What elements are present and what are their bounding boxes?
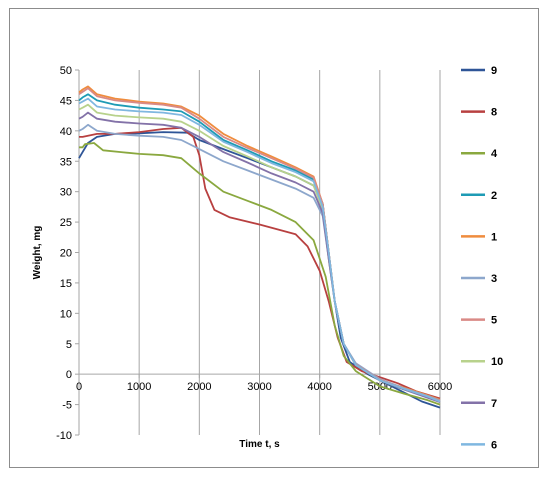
x-axis-title: Time t, s (239, 439, 280, 450)
legend-label: 1 (491, 231, 497, 243)
y-axis-title: Weight, mg (32, 226, 43, 280)
y-tick-label: 25 (60, 217, 72, 229)
y-tick-label: 0 (66, 369, 72, 381)
y-tick-label: 5 (66, 339, 72, 351)
legend-label: 2 (491, 190, 497, 202)
y-tick-label: 15 (60, 278, 72, 290)
x-tick-labels: 0 1000 2000 3000 4000 5000 6000 (76, 381, 452, 393)
y-tick-labels: -10 -5 0 5 10 15 20 25 30 35 40 45 50 (56, 65, 72, 442)
x-tick-label: 2000 (187, 381, 211, 393)
x-tick-label: 1000 (127, 381, 151, 393)
legend-label: 3 (491, 273, 497, 285)
y-tick-label: 35 (60, 156, 72, 168)
grid-lines (138, 70, 441, 435)
y-tick-label: 10 (60, 308, 72, 320)
x-tick-label: 4000 (307, 381, 331, 393)
series-line-6 (78, 97, 441, 403)
legend-label: 5 (491, 315, 497, 327)
x-tick-label: 3000 (247, 381, 271, 393)
series-line-4 (79, 142, 441, 406)
legend-label: 10 (491, 356, 503, 368)
series-lines (78, 85, 441, 409)
x-tick-label: 0 (76, 381, 82, 393)
axes (75, 69, 441, 436)
legend-label: 8 (491, 107, 497, 119)
x-tick-label: 6000 (428, 381, 452, 393)
legend-label: 9 (491, 65, 497, 77)
legend: 9 8 4 2 1 3 5 10 7 6 (461, 65, 503, 451)
y-tick-label: -5 (62, 400, 72, 412)
legend-label: 7 (491, 398, 497, 410)
y-tick-label: 20 (60, 248, 72, 260)
y-tick-label: 30 (60, 187, 72, 199)
legend-label: 6 (491, 439, 497, 451)
legend-label: 4 (491, 148, 498, 160)
y-tick-label: 40 (60, 126, 72, 138)
y-tick-label: -10 (56, 430, 72, 442)
chart-frame (9, 8, 539, 468)
y-tick-label: 50 (60, 65, 72, 77)
y-tick-label: 45 (60, 95, 72, 107)
